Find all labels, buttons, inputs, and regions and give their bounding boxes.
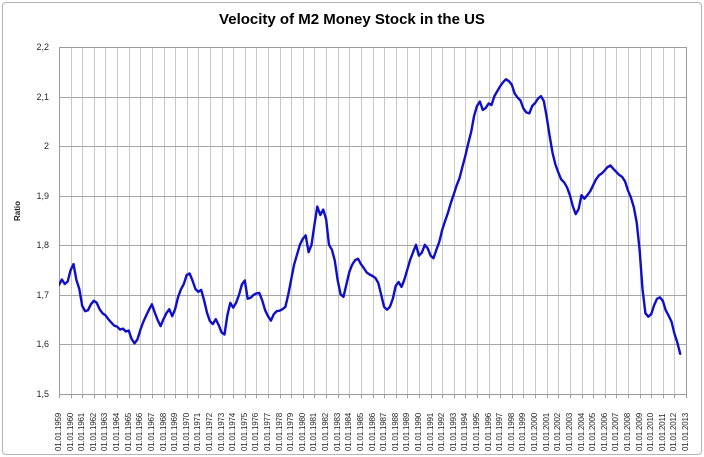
x-tick-label: 01.01.1995	[472, 412, 481, 451]
x-tick-label: 01.01.1964	[112, 412, 122, 451]
y-tick-label: 2,1	[36, 91, 49, 102]
y-axis-title: Ratio	[13, 201, 22, 221]
x-tick-label: 01.01.2004	[576, 412, 586, 451]
chart-title: Velocity of M2 Money Stock in the US	[219, 11, 485, 28]
x-tick-label: 01.01.1984	[344, 412, 354, 451]
x-tick-label: 01.01.1981	[309, 412, 319, 451]
x-tick-label: 01.01.2003	[564, 412, 574, 451]
x-tick-label: 01.01.1978	[274, 412, 284, 451]
x-tick-label: 01.01.1960	[65, 412, 75, 451]
y-tick-label: 1,8	[36, 240, 49, 251]
x-tick-label: 01.01.1976	[251, 412, 261, 451]
x-tick-label: 01.01.2009	[634, 412, 644, 451]
x-tick-label: 01.01.2007	[611, 412, 621, 451]
x-tick-label: 01.01.2002	[553, 412, 563, 451]
x-tick-label: 01.01.2008	[622, 412, 632, 451]
x-tick-label: 01.01.1986	[367, 412, 377, 451]
x-tick-label: 01.01.2010	[646, 412, 656, 451]
y-tick-label: 2	[43, 141, 49, 152]
x-tick-label: 01.01.1959	[54, 412, 63, 451]
x-tick-label: 01.01.1962	[88, 412, 98, 451]
x-tick-label: 01.01.2012	[669, 412, 679, 451]
x-tick-label: 01.01.1970	[181, 412, 191, 451]
x-tick-label: 01.01.1975	[239, 412, 249, 451]
x-tick-label: 01.01.1991	[425, 412, 435, 451]
x-tick-label: 01.01.1963	[100, 412, 110, 451]
x-tick-label: 01.01.2006	[599, 412, 609, 451]
x-tick-label: 01.01.1971	[193, 412, 203, 451]
x-tick-label: 01.01.1967	[146, 412, 156, 451]
x-tick-label: 01.01.1961	[77, 412, 87, 451]
x-tick-label: 01.01.1994	[460, 412, 470, 451]
x-tick-label: 01.01.1989	[402, 412, 412, 451]
plot-border	[59, 47, 687, 395]
y-tick-label: 1,6	[36, 339, 49, 350]
x-tick-label: 01.01.1966	[135, 412, 145, 451]
x-tick-label: 01.01.2005	[588, 412, 598, 451]
x-tick-label: 01.01.1990	[413, 412, 423, 451]
plot-area	[59, 47, 687, 398]
x-tick-label: 01.01.2011	[657, 413, 667, 451]
x-tick-label: 01.01.1998	[506, 412, 516, 451]
x-tick-label: 01.01.1972	[204, 412, 214, 451]
x-tick-label: 01.01.1992	[437, 412, 447, 451]
x-tick-label: 01.01.1999	[518, 412, 528, 451]
x-tick-label: 01.01.1983	[332, 412, 342, 451]
x-tick-label: 01.01.1969	[170, 412, 180, 451]
x-tick-label: 01.01.2000	[530, 412, 540, 451]
x-tick-label: 01.01.2001	[541, 412, 551, 451]
x-tick-label: 01.01.1997	[495, 412, 505, 451]
x-tick-label: 01.01.1965	[123, 412, 133, 451]
x-tick-label: 01.01.1988	[390, 412, 400, 451]
y-tick-label: 2,2	[36, 42, 49, 52]
x-tick-label: 01.01.1980	[297, 412, 307, 451]
x-tick-label: 01.01.1996	[483, 412, 493, 451]
x-tick-label: 01.01.1985	[355, 412, 365, 451]
x-tick-label: 01.01.2013	[681, 412, 690, 451]
y-tick-label: 1,5	[36, 389, 49, 399]
x-tick-label: 01.01.1979	[286, 412, 296, 451]
x-tick-label: 01.01.1974	[228, 412, 238, 451]
x-tick-label: 01.01.1968	[158, 412, 168, 451]
x-tick-label: 01.01.1982	[321, 412, 331, 451]
x-tick-label: 01.01.1973	[216, 412, 226, 451]
x-tick-label: 01.01.1993	[448, 412, 458, 451]
m2-velocity-line	[59, 78, 682, 355]
x-tick-label: 01.01.1977	[263, 412, 272, 451]
y-tick-label: 1,9	[36, 190, 49, 201]
x-tick-label: 01.01.1987	[379, 412, 389, 451]
y-tick-label: 1,7	[36, 289, 49, 300]
